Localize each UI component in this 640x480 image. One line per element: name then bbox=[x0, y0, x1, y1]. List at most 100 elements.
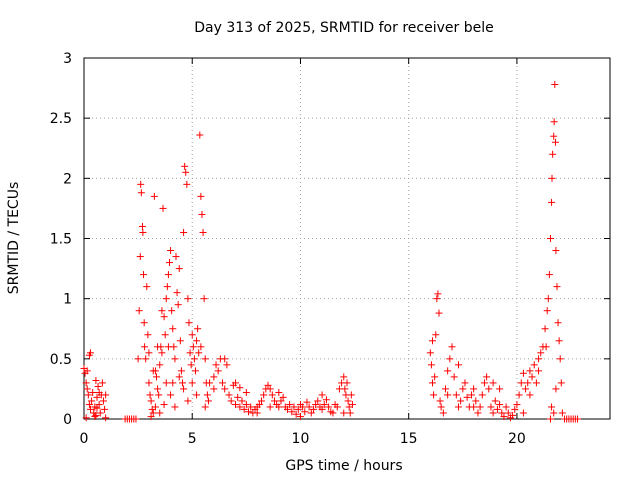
data-point bbox=[554, 319, 562, 327]
data-point bbox=[83, 367, 91, 375]
data-point bbox=[496, 401, 504, 409]
data-point bbox=[519, 369, 527, 377]
data-point bbox=[275, 403, 283, 411]
data-point bbox=[98, 379, 106, 387]
data-point bbox=[187, 361, 195, 369]
data-point bbox=[101, 405, 109, 413]
data-point bbox=[145, 349, 153, 357]
data-point bbox=[430, 391, 438, 399]
data-point bbox=[175, 373, 183, 381]
data-point bbox=[548, 403, 556, 411]
data-point bbox=[176, 337, 184, 345]
data-point bbox=[175, 265, 183, 273]
data-point bbox=[93, 404, 101, 412]
data-point bbox=[491, 397, 499, 405]
data-point bbox=[182, 168, 190, 176]
data-point bbox=[181, 162, 189, 170]
data-point bbox=[307, 409, 315, 417]
data-point bbox=[135, 307, 143, 315]
data-point bbox=[197, 192, 205, 200]
data-point bbox=[236, 403, 244, 411]
data-point bbox=[147, 413, 155, 421]
data-point bbox=[232, 401, 240, 409]
data-point bbox=[203, 391, 211, 399]
data-point bbox=[309, 405, 317, 413]
y-tick-label: 1 bbox=[63, 292, 72, 308]
data-point bbox=[184, 397, 192, 405]
data-point bbox=[102, 391, 110, 399]
data-point bbox=[474, 409, 482, 417]
data-point bbox=[91, 413, 99, 421]
data-point bbox=[180, 228, 188, 236]
data-point bbox=[312, 401, 320, 409]
data-point bbox=[530, 361, 538, 369]
data-point bbox=[347, 391, 355, 399]
data-point bbox=[146, 391, 154, 399]
y-tick-label: 0.5 bbox=[50, 352, 72, 368]
data-point bbox=[504, 409, 512, 417]
data-point bbox=[169, 325, 177, 333]
data-point bbox=[227, 397, 235, 405]
data-point bbox=[450, 373, 458, 381]
data-point bbox=[535, 355, 543, 363]
data-point bbox=[472, 397, 480, 405]
data-point bbox=[255, 401, 263, 409]
data-point bbox=[149, 367, 157, 375]
data-point bbox=[94, 383, 102, 391]
data-point bbox=[432, 331, 440, 339]
data-point bbox=[545, 271, 553, 279]
data-point bbox=[214, 367, 222, 375]
data-point bbox=[541, 325, 549, 333]
data-point bbox=[329, 409, 337, 417]
data-point bbox=[160, 401, 168, 409]
data-point bbox=[325, 403, 333, 411]
data-point bbox=[196, 131, 204, 139]
data-point bbox=[140, 319, 148, 327]
data-point bbox=[154, 385, 162, 393]
data-point bbox=[186, 349, 194, 357]
data-point bbox=[198, 210, 206, 218]
data-point bbox=[279, 393, 287, 401]
data-point bbox=[158, 307, 166, 315]
data-point bbox=[489, 409, 497, 417]
data-point bbox=[459, 385, 467, 393]
data-point bbox=[454, 403, 462, 411]
data-point bbox=[102, 414, 110, 422]
data-point bbox=[242, 389, 250, 397]
data-point bbox=[528, 373, 536, 381]
axis-ticks: 0 5 10 15 20 0 0.5 1 1.5 2 2.5 3 bbox=[50, 51, 610, 447]
data-point bbox=[277, 397, 285, 405]
data-point bbox=[500, 413, 508, 421]
data-point bbox=[143, 283, 151, 291]
data-point bbox=[542, 343, 550, 351]
data-point bbox=[142, 355, 150, 363]
data-point bbox=[178, 379, 186, 387]
data-point bbox=[551, 138, 559, 146]
data-point bbox=[145, 379, 153, 387]
y-tick-label: 2 bbox=[63, 171, 72, 187]
data-point bbox=[92, 376, 100, 384]
data-point bbox=[537, 349, 545, 357]
data-point bbox=[314, 397, 322, 405]
data-point bbox=[225, 391, 233, 399]
data-point bbox=[95, 401, 103, 409]
data-point bbox=[200, 295, 208, 303]
data-point bbox=[134, 355, 142, 363]
data-point bbox=[522, 385, 530, 393]
y-axis-label: SRMTID / TECUs bbox=[6, 182, 22, 295]
data-point bbox=[546, 415, 554, 423]
data-point bbox=[137, 189, 145, 197]
data-point bbox=[515, 391, 523, 399]
data-point bbox=[204, 397, 212, 405]
data-point bbox=[247, 403, 255, 411]
data-point bbox=[551, 80, 559, 88]
data-point bbox=[290, 403, 298, 411]
data-point bbox=[519, 409, 527, 417]
y-tick-label: 0 bbox=[63, 412, 72, 428]
data-point bbox=[467, 391, 475, 399]
data-point bbox=[195, 349, 203, 357]
data-point bbox=[543, 307, 551, 315]
data-point bbox=[174, 301, 182, 309]
data-point bbox=[82, 414, 90, 422]
data-point bbox=[89, 389, 97, 397]
